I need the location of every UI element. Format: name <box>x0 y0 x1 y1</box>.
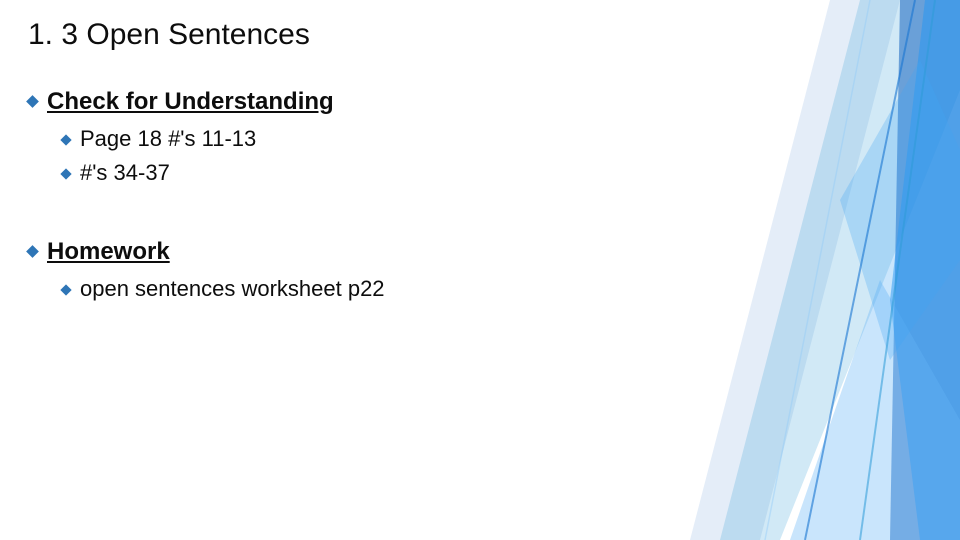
section-heading: Check for Understanding <box>47 88 334 116</box>
list-item-text: Page 18 #'s 11-13 <box>80 126 256 152</box>
diamond-bullet-icon <box>60 168 71 179</box>
slide-title: 1. 3 Open Sentences <box>28 18 932 52</box>
list-item: open sentences worksheet p22 <box>62 276 932 302</box>
section-check: Check for Understanding <box>28 88 932 116</box>
diamond-bullet-icon <box>60 134 71 145</box>
list-item-text: open sentences worksheet p22 <box>80 276 385 302</box>
list-item-text: #'s 34-37 <box>80 160 170 186</box>
diamond-bullet-icon <box>60 284 71 295</box>
section-heading: Homework <box>47 238 170 266</box>
diamond-bullet-icon <box>26 245 39 258</box>
slide-content: 1. 3 Open Sentences Check for Understand… <box>0 0 960 540</box>
list-item: Page 18 #'s 11-13 <box>62 126 932 152</box>
section-homework: Homework <box>28 238 932 266</box>
list-item: #'s 34-37 <box>62 160 932 186</box>
diamond-bullet-icon <box>26 95 39 108</box>
